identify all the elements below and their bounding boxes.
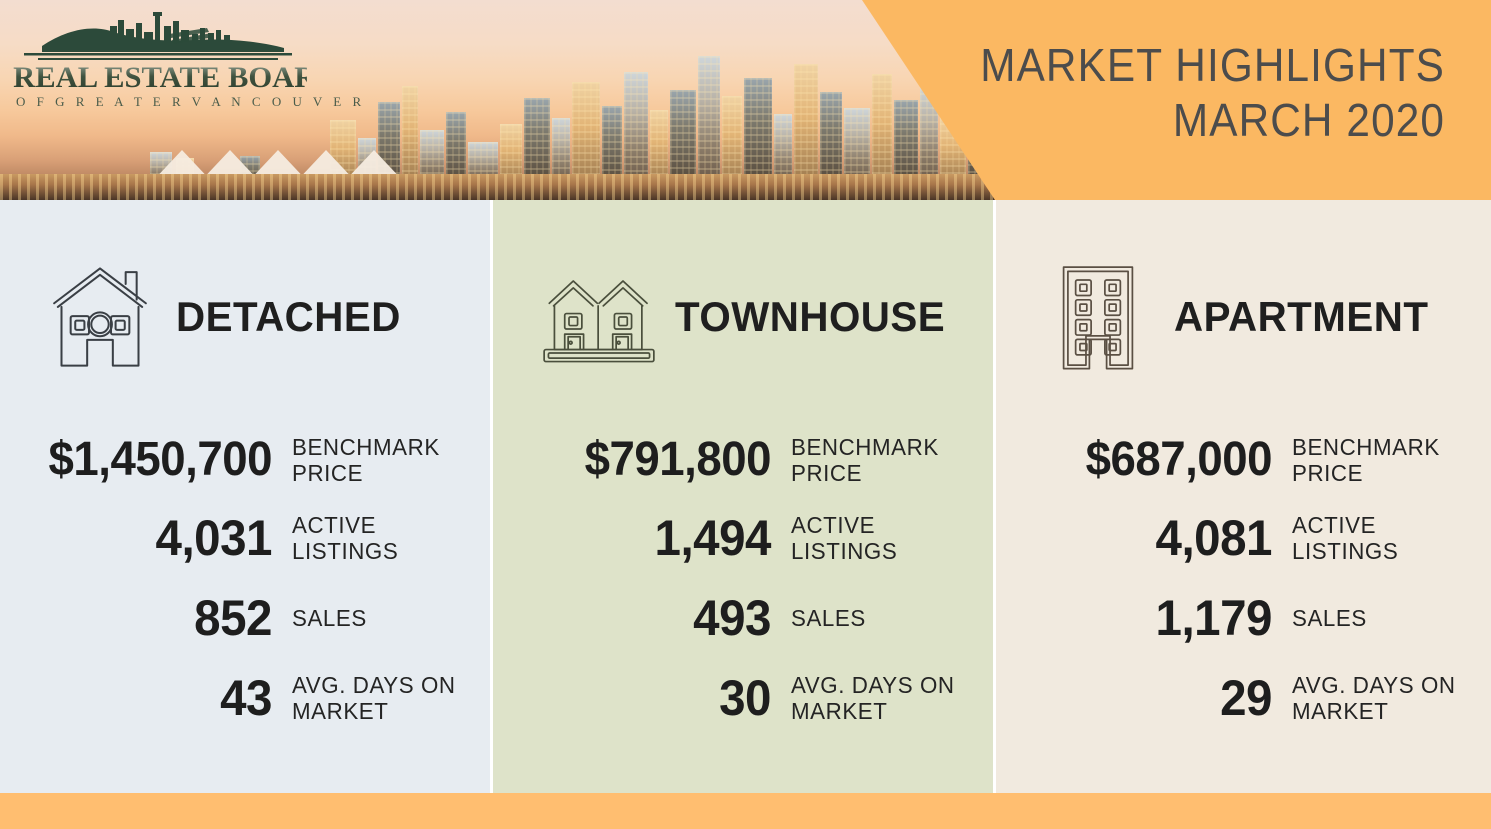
page-title: MARKET HIGHLIGHTS MARCH 2020 <box>875 38 1445 148</box>
property-type-columns: DETACHED $1,450,700 BENCHMARK PRICE 4,03… <box>0 200 1491 793</box>
stat-label: AVG. DAYS ON MARKET <box>1292 672 1456 724</box>
skyline-logo-icon <box>14 12 304 64</box>
stat-row: $687,000 BENCHMARK PRICE <box>1020 432 1471 487</box>
footer-accent-bar <box>0 793 1491 829</box>
stat-row: 4,031 ACTIVE LISTINGS <box>20 509 470 567</box>
detached-house-icon <box>40 254 160 380</box>
column-header-townhouse: TOWNHOUSE <box>493 252 993 382</box>
stat-label: SALES <box>1292 605 1367 631</box>
stats-list-apartment: $687,000 BENCHMARK PRICE 4,081 ACTIVE LI… <box>996 432 1491 727</box>
stat-row: 1,179 SALES <box>1020 589 1471 647</box>
stat-row: 852 SALES <box>20 589 470 647</box>
stat-label: BENCHMARK PRICE <box>791 433 939 486</box>
column-title: TOWNHOUSE <box>675 293 946 340</box>
stat-value: 493 <box>693 590 771 646</box>
title-line-1: MARKET HIGHLIGHTS <box>980 39 1445 91</box>
stat-row: $1,450,700 BENCHMARK PRICE <box>20 432 470 487</box>
column-title: APARTMENT <box>1174 293 1429 340</box>
column-header-apartment: APARTMENT <box>996 252 1491 382</box>
stat-label: BENCHMARK PRICE <box>1292 433 1440 486</box>
stat-label: BENCHMARK PRICE <box>292 433 440 486</box>
stat-row: 43 AVG. DAYS ON MARKET <box>20 669 470 727</box>
stat-label: ACTIVE LISTINGS <box>1292 512 1399 564</box>
stat-row: 30 AVG. DAYS ON MARKET <box>519 669 973 727</box>
stat-row: 4,081 ACTIVE LISTINGS <box>1020 509 1471 567</box>
header-banner: MARKET HIGHLIGHTS MARCH 2020 <box>0 0 1491 200</box>
stat-row: $791,800 BENCHMARK PRICE <box>519 432 973 487</box>
stat-row: 29 AVG. DAYS ON MARKET <box>1020 669 1471 727</box>
stat-value: 29 <box>1220 670 1272 726</box>
column-townhouse: TOWNHOUSE $791,800 BENCHMARK PRICE 1,494… <box>493 200 993 793</box>
stats-list-townhouse: $791,800 BENCHMARK PRICE 1,494 ACTIVE LI… <box>493 432 993 727</box>
stat-label: ACTIVE LISTINGS <box>292 512 399 564</box>
stats-list-detached: $1,450,700 BENCHMARK PRICE 4,031 ACTIVE … <box>0 432 490 727</box>
stat-value: 852 <box>194 590 272 646</box>
column-apartment: APARTMENT $687,000 BENCHMARK PRICE 4,081… <box>996 200 1491 793</box>
stat-value: 4,031 <box>155 510 273 566</box>
stat-value: 1,494 <box>654 510 772 566</box>
stat-label: SALES <box>791 605 866 631</box>
stat-row: 493 SALES <box>519 589 973 647</box>
stat-value: 1,179 <box>1155 590 1273 646</box>
stat-value: $1,450,700 <box>48 433 273 486</box>
townhouse-icon <box>539 254 659 380</box>
logo-subtitle: O F G R E A T E R V A N C O U V E R <box>16 94 366 109</box>
apartment-building-icon <box>1038 254 1158 380</box>
stat-label: AVG. DAYS ON MARKET <box>292 672 456 724</box>
column-detached: DETACHED $1,450,700 BENCHMARK PRICE 4,03… <box>0 200 490 793</box>
stat-value: $791,800 <box>584 433 772 486</box>
stat-value: 4,081 <box>1155 510 1273 566</box>
stat-label: ACTIVE LISTINGS <box>791 512 898 564</box>
title-line-2: MARCH 2020 <box>1172 94 1445 146</box>
stat-label: SALES <box>292 605 367 631</box>
stat-value: 30 <box>719 670 771 726</box>
stat-value: $687,000 <box>1085 433 1273 486</box>
rebgv-logo: REAL ESTATE BOARD O F G R E A T E R V A … <box>13 12 366 109</box>
column-title: DETACHED <box>176 293 401 340</box>
logo-name: REAL ESTATE BOARD <box>13 61 339 94</box>
stat-value: 43 <box>220 670 272 726</box>
stat-label: AVG. DAYS ON MARKET <box>791 672 955 724</box>
stat-row: 1,494 ACTIVE LISTINGS <box>519 509 973 567</box>
column-header-detached: DETACHED <box>0 252 490 382</box>
